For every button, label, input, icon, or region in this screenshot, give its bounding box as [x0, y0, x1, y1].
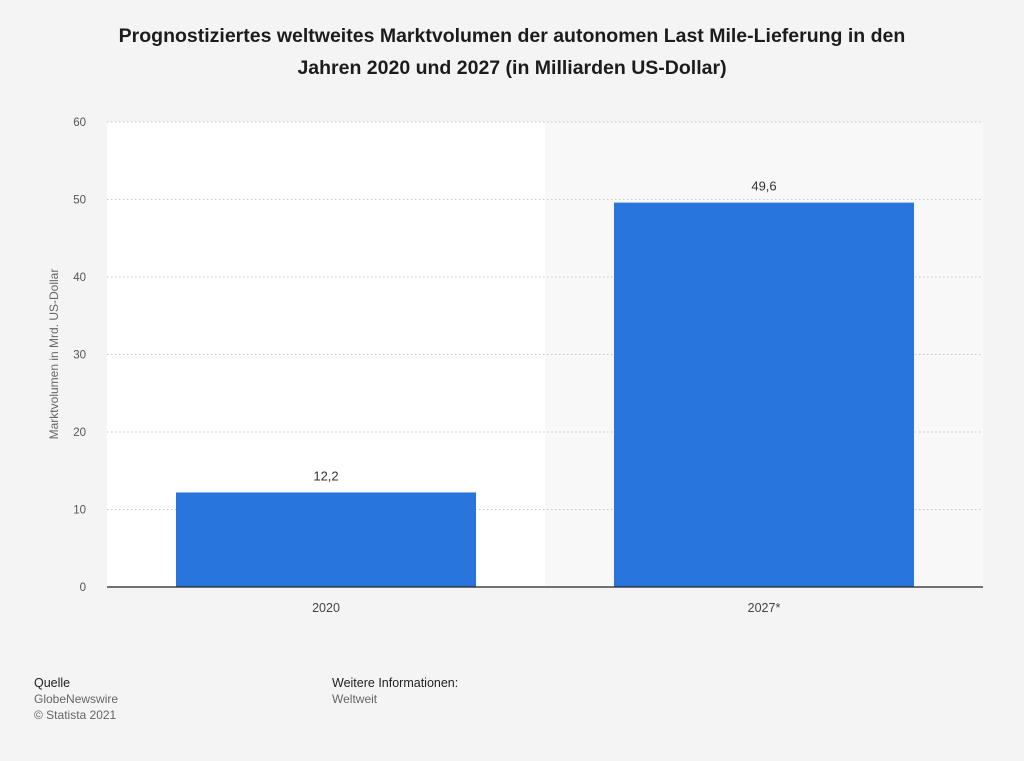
source-block: Quelle GlobeNewswire © Statista 2021	[34, 675, 118, 723]
x-tick-label: 2027*	[748, 601, 781, 615]
chart-title: Prognostiziertes weltweites Marktvolumen…	[60, 20, 964, 84]
bar	[613, 202, 915, 587]
y-tick-label: 30	[73, 350, 86, 362]
info-block: Weitere Informationen: Weltweit	[332, 675, 458, 707]
chart-title-line-1: Prognostiziertes weltweites Marktvolumen…	[118, 25, 906, 47]
y-tick-label: 20	[73, 427, 86, 439]
y-tick-label: 0	[80, 582, 86, 594]
x-axis-ticks: 2020 2027*	[312, 601, 780, 615]
copyright: © Statista 2021	[34, 708, 117, 722]
bars	[175, 202, 915, 587]
source-name: GlobeNewswire	[34, 692, 119, 706]
y-axis-ticks: 0 10 20 30 40 50 60	[73, 117, 86, 594]
data-label: 12,2	[313, 468, 338, 483]
bar	[175, 492, 477, 587]
bar-chart: 0 10 20 30 40 50 60 12,2 49,6 2020 2027* Marktvo…	[47, 117, 983, 615]
value-labels: 12,2 49,6	[313, 179, 776, 484]
y-tick-label: 40	[73, 272, 86, 284]
y-tick-label: 10	[73, 505, 86, 517]
info-text: Weltweit	[332, 692, 378, 706]
x-tick-label: 2020	[312, 601, 340, 615]
data-label: 49,6	[751, 179, 776, 194]
chart-title-line-2: Jahren 2020 und 2027 (in Milliarden US-D…	[297, 57, 727, 79]
y-axis-label: Marktvolumen in Mrd. US-Dollar	[47, 269, 61, 440]
source-heading: Quelle	[34, 676, 71, 690]
y-tick-label: 60	[73, 117, 86, 129]
y-tick-label: 50	[73, 195, 86, 207]
info-heading: Weitere Informationen:	[332, 676, 459, 690]
